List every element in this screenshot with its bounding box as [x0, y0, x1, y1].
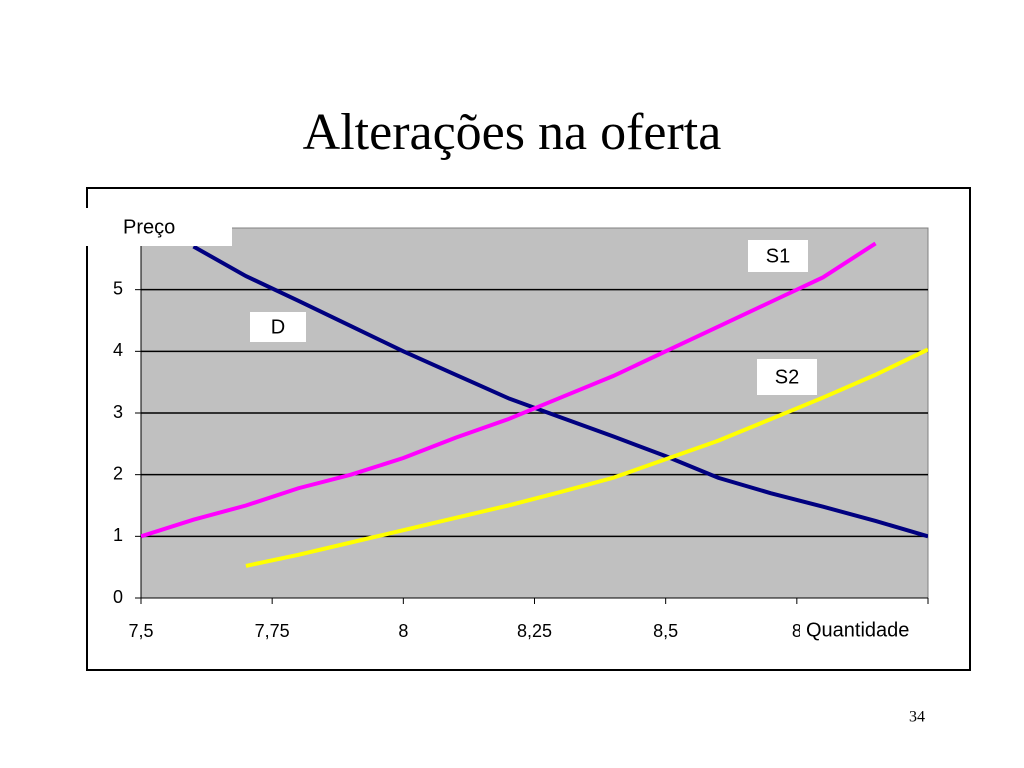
x-axis-label: Quantidade: [806, 619, 909, 641]
y-axis-label-box: [86, 208, 232, 246]
series-label-box: [250, 312, 306, 342]
y-tick-label: 1: [113, 525, 123, 545]
series-line: [245, 347, 928, 568]
series-line: [141, 241, 877, 539]
y-axis-label: Preço: [123, 216, 175, 238]
x-tick-label: 8: [792, 621, 802, 641]
x-tick-label: 7,5: [128, 621, 153, 641]
x-tick-label: 8,5: [653, 621, 678, 641]
series-label: S2: [775, 366, 799, 388]
x-tick-label: 8,25: [517, 621, 552, 641]
slide-title: Alterações na oferta: [303, 104, 722, 161]
x-axis-label-box: [800, 615, 950, 645]
x-tick-label: 8: [398, 621, 408, 641]
y-tick-label: 3: [113, 402, 123, 422]
series-label: S1: [766, 245, 790, 267]
x-tick-label: 7,75: [255, 621, 290, 641]
page-number: 34: [909, 709, 925, 726]
y-tick-label: 4: [113, 340, 123, 360]
y-tick-label: 5: [113, 278, 123, 298]
series-label: D: [271, 316, 285, 338]
series-line: [192, 244, 928, 539]
y-tick-label: 2: [113, 463, 123, 483]
series-label-box: [748, 240, 808, 272]
series-label-box: [757, 359, 817, 395]
y-tick-label: 0: [113, 587, 123, 607]
